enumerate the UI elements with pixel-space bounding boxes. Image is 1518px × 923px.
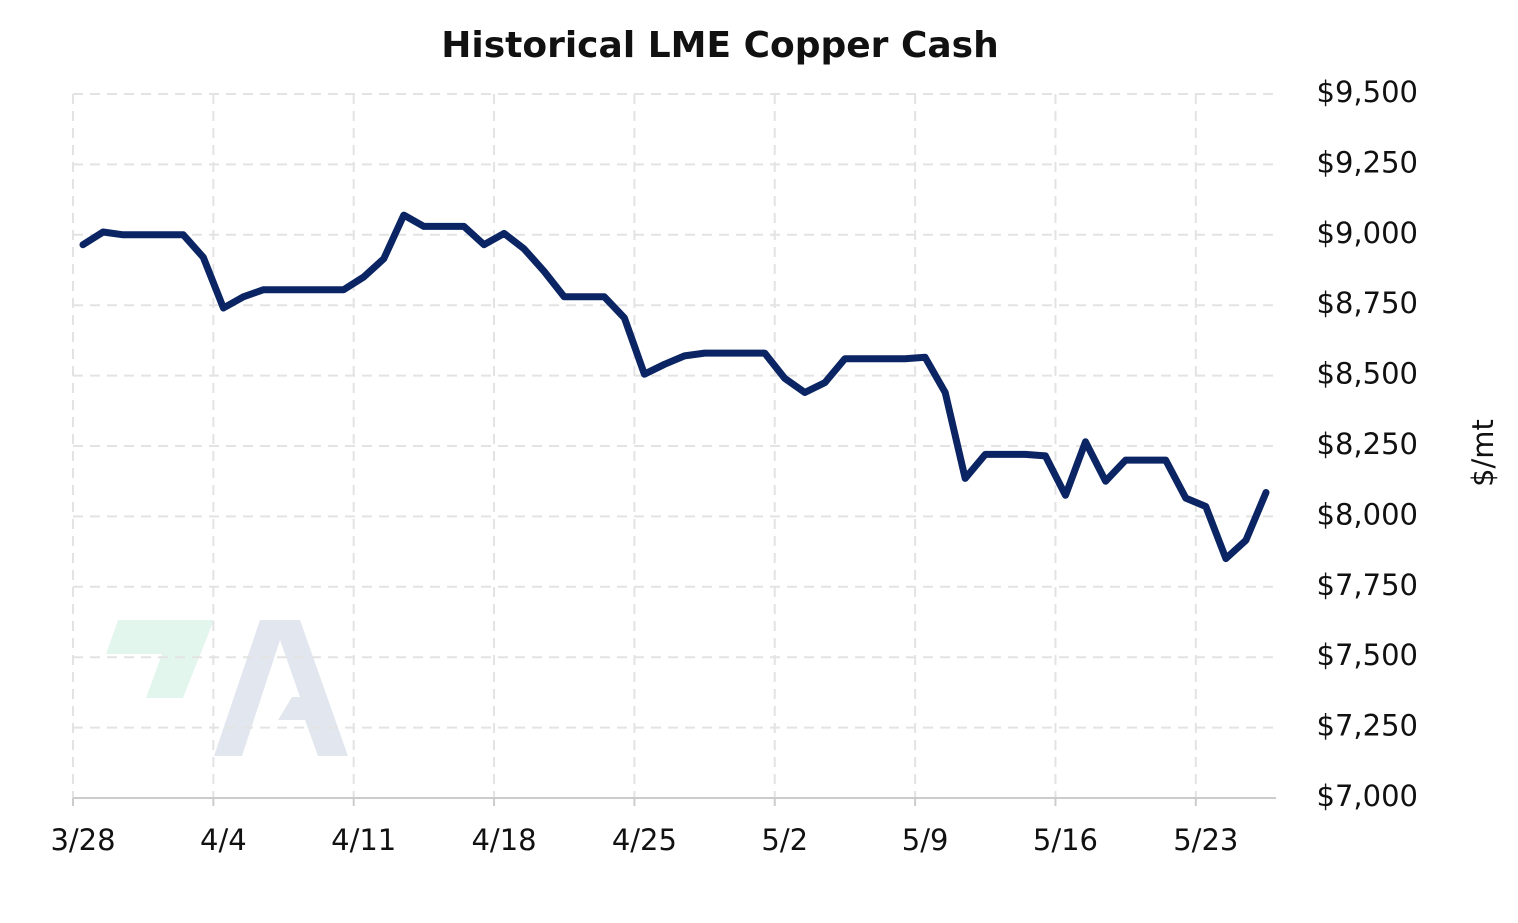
x-tick-label: 4/4 xyxy=(200,823,247,857)
y-tick-label: $8,000 xyxy=(1317,497,1418,531)
x-tick-label: 5/2 xyxy=(761,823,808,857)
y-tick-label: $7,000 xyxy=(1317,779,1418,813)
x-tick-label: 3/28 xyxy=(50,823,115,857)
y-tick-label: $7,750 xyxy=(1317,568,1418,602)
y-tick-label: $8,750 xyxy=(1317,286,1418,320)
y-tick-label: $9,500 xyxy=(1317,75,1418,109)
y-tick-label: $8,500 xyxy=(1317,357,1418,391)
x-tick-label: 4/18 xyxy=(471,823,536,857)
y-tick-label: $7,500 xyxy=(1317,638,1418,672)
y-tick-label: $9,250 xyxy=(1317,145,1418,179)
y-tick-label: $7,250 xyxy=(1317,709,1418,743)
chart-title: Historical LME Copper Cash xyxy=(441,25,999,66)
watermark-logo xyxy=(106,620,348,756)
x-tick-label: 4/11 xyxy=(331,823,396,857)
y-axis-label: $/mt xyxy=(1466,419,1500,487)
x-tick-label: 5/16 xyxy=(1033,823,1098,857)
y-tick-label: $8,250 xyxy=(1317,427,1418,461)
data-line xyxy=(79,211,1270,563)
x-tick-label: 5/23 xyxy=(1173,823,1238,857)
y-tick-label: $9,000 xyxy=(1317,216,1418,250)
x-tick-label: 5/9 xyxy=(902,823,949,857)
x-tick-label: 4/25 xyxy=(612,823,677,857)
